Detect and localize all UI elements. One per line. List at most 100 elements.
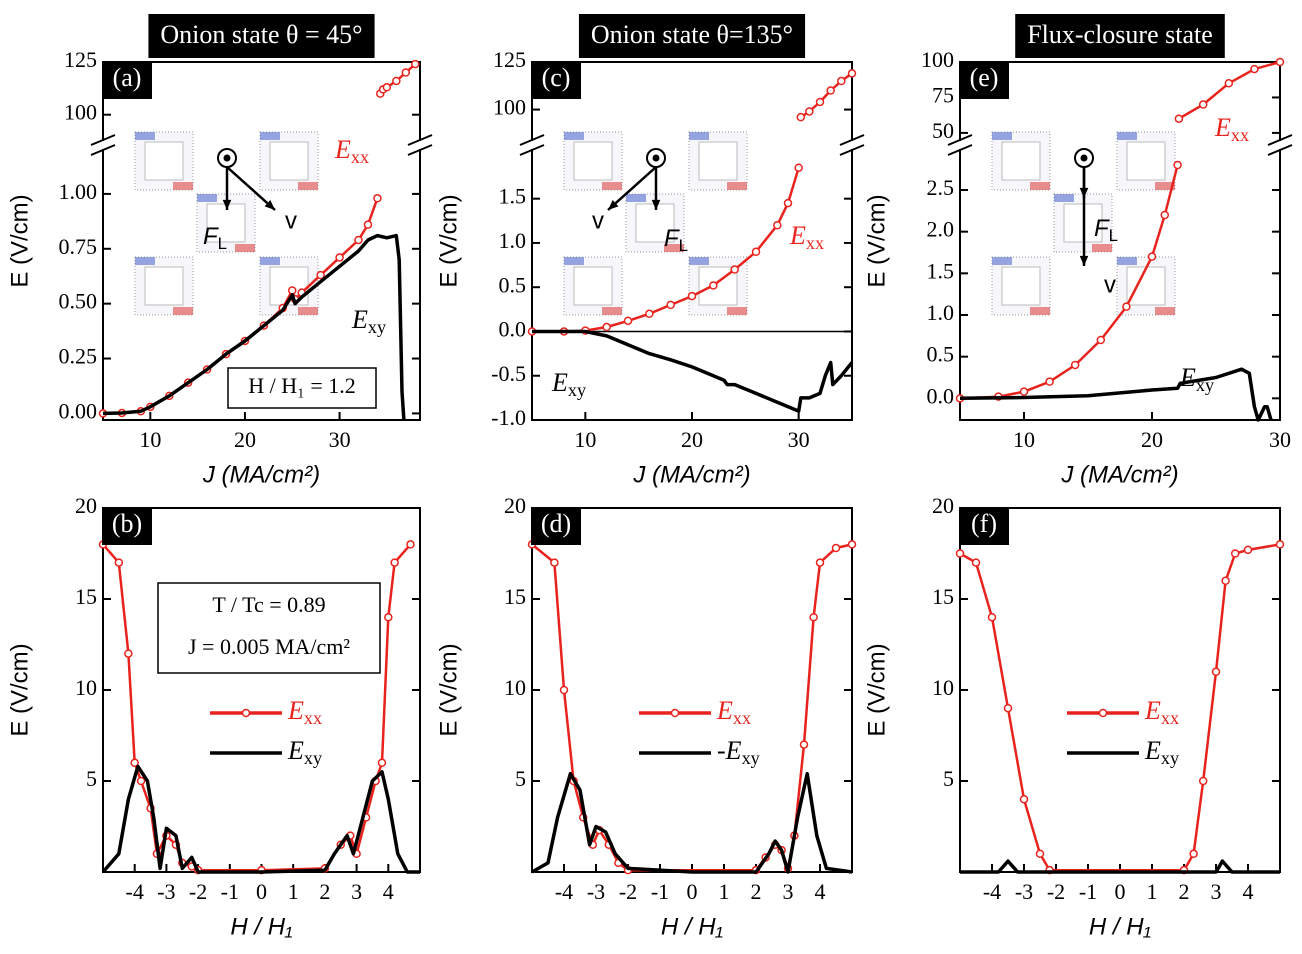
y-tick-label: 2.5 xyxy=(927,175,955,200)
axis-break-mark xyxy=(1267,144,1293,156)
vortex-red xyxy=(1030,182,1050,190)
axis-break-gap xyxy=(417,141,423,149)
axis-break-mark xyxy=(519,134,545,146)
field-dot xyxy=(652,154,660,162)
vortex-red xyxy=(602,182,622,190)
title-box xyxy=(578,14,806,58)
vortex-red xyxy=(173,307,193,315)
series-marker xyxy=(1019,794,1029,804)
vortex-red xyxy=(1155,182,1175,190)
vortex-core xyxy=(1126,141,1166,181)
vortex-red xyxy=(602,307,622,315)
y-tick-label: 0.5 xyxy=(499,272,527,297)
x-tick-label: -3 xyxy=(587,879,605,904)
x-axis-label: J (MA/cm²) xyxy=(202,461,320,488)
series-line xyxy=(532,329,854,413)
y-tick-label: 0.5 xyxy=(927,342,955,367)
series-marker xyxy=(1045,377,1054,386)
series-line xyxy=(959,367,1273,422)
x-axis-label: H / H₁ xyxy=(1089,913,1151,940)
x-tick-label: -4 xyxy=(983,879,1001,904)
y-axis-label: E (V/cm) xyxy=(435,643,462,736)
y-tick-label: 1.00 xyxy=(59,179,98,204)
series-line xyxy=(960,859,1280,874)
vortex-red xyxy=(727,307,747,315)
series-line xyxy=(1178,60,1281,120)
vortex-red xyxy=(298,307,318,315)
vortex-blue xyxy=(564,132,584,140)
series-marker xyxy=(1243,545,1253,555)
vortex-red xyxy=(235,244,255,252)
axis-break-gap xyxy=(529,141,535,149)
x-axis-label: J (MA/cm²) xyxy=(1060,461,1178,488)
legend-label: Exy xyxy=(1144,736,1180,768)
field-dot xyxy=(1080,154,1088,162)
series-marker xyxy=(1147,252,1157,261)
series-marker xyxy=(809,612,818,622)
series-label: Exx xyxy=(789,221,824,253)
panel-label: (f) xyxy=(971,509,997,538)
x-tick-label: 20 xyxy=(681,427,703,452)
inset-label: v xyxy=(285,207,297,234)
note-text: H / H₁ = 1.2 xyxy=(248,373,355,398)
inset-label: FL xyxy=(1094,215,1118,245)
x-tick-label: 30 xyxy=(1269,427,1291,452)
vortex-core xyxy=(1126,266,1166,306)
y-axis-label: E (V/cm) xyxy=(863,194,890,287)
series-marker xyxy=(1019,387,1029,396)
x-tick-label: 1 xyxy=(288,879,299,904)
vortex-core xyxy=(269,141,309,181)
series-marker xyxy=(1230,549,1240,558)
series-marker xyxy=(623,316,633,326)
x-tick-label: 10 xyxy=(139,427,161,452)
x-tick-label: 3 xyxy=(1211,879,1222,904)
series-marker xyxy=(831,543,841,553)
series-marker xyxy=(1189,849,1198,859)
axis-break-gap xyxy=(100,141,106,149)
series-marker xyxy=(783,198,793,208)
y-tick-label: 5 xyxy=(943,766,954,791)
series-line xyxy=(102,233,406,421)
panel-label: (a) xyxy=(113,63,142,92)
inset-label: v xyxy=(592,207,604,234)
series-marker xyxy=(124,649,133,658)
series-marker xyxy=(730,265,739,274)
panel-label: (b) xyxy=(112,509,142,538)
y-tick-label: 5 xyxy=(86,766,97,791)
vortex-blue xyxy=(197,194,217,202)
x-axis-label: H / H₁ xyxy=(661,913,723,940)
y-tick-label: 20 xyxy=(504,493,526,518)
series-marker xyxy=(1096,335,1106,345)
series-marker xyxy=(709,281,718,290)
x-tick-label: -2 xyxy=(1047,879,1065,904)
arrow-head xyxy=(608,200,619,210)
x-tick-label: 1 xyxy=(1147,879,1158,904)
x-tick-label: 0 xyxy=(687,879,698,904)
series-line xyxy=(959,164,1179,400)
axis-break-mark xyxy=(839,134,865,146)
series-label: Exy xyxy=(351,305,387,337)
column-title: Flux-closure state xyxy=(1027,20,1213,49)
x-tick-label: -3 xyxy=(157,879,175,904)
column-title: Onion state θ = 45° xyxy=(160,20,362,49)
series-label: Exy xyxy=(551,368,587,400)
y-tick-label: 2.0 xyxy=(927,217,955,242)
series-marker xyxy=(1211,667,1221,677)
series-marker xyxy=(1173,160,1182,170)
arrow xyxy=(607,166,657,211)
series-marker xyxy=(411,59,420,69)
x-tick-label: -2 xyxy=(189,879,207,904)
axis-break-mark xyxy=(407,134,433,146)
x-tick-label: 30 xyxy=(329,427,351,452)
x-tick-label: 10 xyxy=(1013,427,1035,452)
series-marker xyxy=(1160,210,1170,220)
inset-label: v xyxy=(1104,271,1116,298)
series-marker xyxy=(815,558,825,567)
note-text: J = 0.005 MA/cm² xyxy=(188,634,350,659)
y-tick-label: 10 xyxy=(504,675,526,700)
x-tick-label: 30 xyxy=(788,427,810,452)
series-marker xyxy=(136,776,146,786)
series-marker xyxy=(1275,540,1285,549)
x-tick-label: 1 xyxy=(719,879,730,904)
